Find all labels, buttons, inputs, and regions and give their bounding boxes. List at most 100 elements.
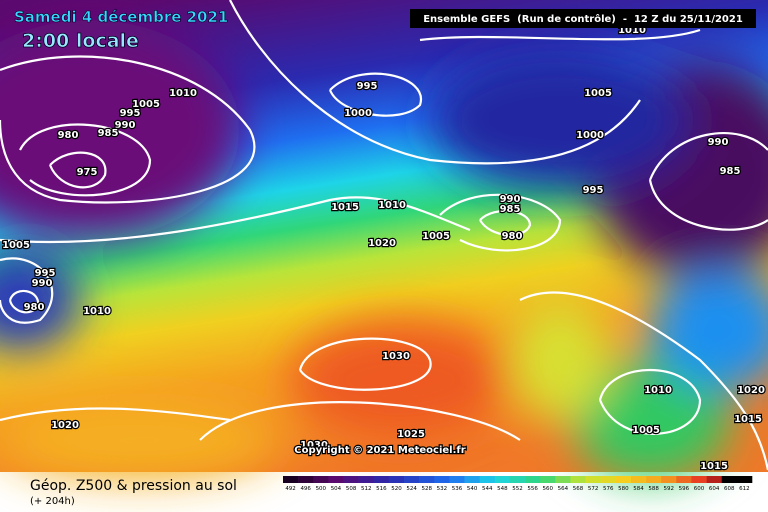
date: Samedi 4 décembre 2021 bbox=[14, 8, 228, 26]
isobar-label: 1025 bbox=[397, 429, 425, 440]
isobar-label: 1010 bbox=[378, 200, 406, 211]
legend-swatch bbox=[509, 476, 526, 483]
height-field bbox=[0, 20, 768, 480]
legend-swatch bbox=[570, 476, 586, 483]
isobar-label: 995 bbox=[583, 185, 604, 196]
legend-label: 556 bbox=[527, 486, 538, 492]
legend-swatch bbox=[494, 476, 511, 483]
legend-label: 504 bbox=[331, 486, 342, 492]
legend-label: 560 bbox=[543, 486, 554, 492]
isobar-label: 1020 bbox=[51, 420, 79, 431]
run-info: Ensemble GEFS (Run de contrôle) - 12 Z d… bbox=[423, 13, 743, 25]
isobar-label: 995 bbox=[357, 81, 378, 92]
legend-label: 588 bbox=[648, 486, 659, 492]
legend: 492 496 500 504 508 512 516 520 524 528 532 536 540 5… bbox=[283, 476, 753, 492]
legend-swatch bbox=[313, 476, 329, 483]
isobar-label: 1030 bbox=[300, 440, 328, 451]
legend-swatch bbox=[283, 476, 299, 483]
legend-swatch bbox=[373, 476, 390, 483]
legend-label: 596 bbox=[679, 486, 690, 492]
caption-lead: (+ 204h) bbox=[30, 496, 75, 507]
legend-swatch bbox=[419, 476, 435, 483]
legend-swatch bbox=[343, 476, 359, 483]
isobars bbox=[0, 0, 768, 470]
legend-swatch bbox=[615, 476, 632, 483]
legend-swatch bbox=[736, 476, 753, 483]
legend-label: 600 bbox=[694, 486, 705, 492]
isobar-label: 990 bbox=[115, 120, 136, 131]
isobar-label: 980 bbox=[24, 302, 45, 313]
legend-label: 532 bbox=[437, 486, 448, 492]
legend-swatch bbox=[388, 476, 405, 483]
isobar-label: 1005 bbox=[422, 231, 450, 242]
isobar-label: 1005 bbox=[584, 88, 612, 99]
isobar-label: 990 bbox=[500, 194, 521, 205]
legend-label: 564 bbox=[558, 486, 569, 492]
legend-label: 548 bbox=[497, 486, 508, 492]
legend-swatch bbox=[646, 476, 662, 483]
local-time: 2:00 locale bbox=[22, 30, 139, 52]
legend-label: 520 bbox=[391, 486, 402, 492]
isobar-label: 1005 bbox=[2, 240, 30, 251]
run-box bbox=[410, 9, 756, 28]
legend-label: 604 bbox=[709, 486, 720, 492]
isobar-label: 995 bbox=[120, 108, 141, 119]
legend-label: 552 bbox=[512, 486, 523, 492]
isobar-label: 985 bbox=[500, 204, 521, 215]
legend-swatch bbox=[676, 476, 692, 483]
legend-swatch bbox=[630, 476, 647, 483]
legend-swatch bbox=[691, 476, 707, 483]
isobar-label: 1020 bbox=[737, 385, 765, 396]
legend-label: 536 bbox=[452, 486, 463, 492]
isobar-label: 980 bbox=[502, 231, 523, 242]
isobar-label: 1000 bbox=[344, 108, 372, 119]
isobar-label: 1015 bbox=[700, 461, 728, 472]
copyright: Copyright © 2021 Meteociel.fr bbox=[294, 445, 465, 456]
legend-swatch bbox=[585, 476, 602, 483]
legend-label: 568 bbox=[573, 486, 584, 492]
isobar-label: 990 bbox=[32, 278, 53, 289]
legend-label: 584 bbox=[633, 486, 644, 492]
legend-label: 524 bbox=[406, 486, 417, 492]
isobar-label: 1000 bbox=[576, 130, 604, 141]
legend-label: 608 bbox=[724, 486, 735, 492]
isobar-label: 995 bbox=[35, 268, 56, 279]
legend-swatch bbox=[358, 476, 375, 483]
legend-label: 500 bbox=[316, 486, 327, 492]
legend-label: 516 bbox=[376, 486, 387, 492]
legend-label: 580 bbox=[618, 486, 629, 492]
isobar-label: 1030 bbox=[382, 351, 410, 362]
legend-swatch bbox=[540, 476, 556, 483]
legend-label: 528 bbox=[421, 486, 432, 492]
isobar-label: 1010 bbox=[83, 306, 111, 317]
legend-label: 592 bbox=[664, 486, 675, 492]
legend-label: 492 bbox=[285, 486, 296, 492]
legend-label: 512 bbox=[361, 486, 372, 492]
legend-swatch bbox=[449, 476, 465, 483]
isobar-label: 1010 bbox=[169, 88, 197, 99]
legend-label: 572 bbox=[588, 486, 599, 492]
legend-swatch bbox=[555, 476, 571, 483]
isobar-label: 985 bbox=[720, 166, 741, 177]
isobar-label: 1005 bbox=[132, 99, 160, 110]
legend-swatch bbox=[434, 476, 450, 483]
legend-swatch bbox=[525, 476, 541, 483]
legend-label: 540 bbox=[467, 486, 478, 492]
legend-swatch bbox=[404, 476, 420, 483]
isobar-label: 985 bbox=[98, 128, 119, 139]
isobar-label: 1015 bbox=[331, 202, 359, 213]
isobar-label: 1015 bbox=[734, 414, 762, 425]
legend-label: 576 bbox=[603, 486, 614, 492]
isobar-label: 1005 bbox=[632, 425, 660, 436]
isobar-label: 980 bbox=[58, 130, 79, 141]
legend-swatch bbox=[328, 476, 344, 483]
legend-label: 508 bbox=[346, 486, 357, 492]
legend-swatch bbox=[464, 476, 480, 483]
isobar-label: 1020 bbox=[368, 238, 396, 249]
legend-label: 496 bbox=[300, 486, 311, 492]
legend-label: 544 bbox=[482, 486, 493, 492]
isobar-label: 1010 bbox=[644, 385, 672, 396]
legend-swatch bbox=[721, 476, 738, 483]
legend-label: 612 bbox=[739, 486, 750, 492]
